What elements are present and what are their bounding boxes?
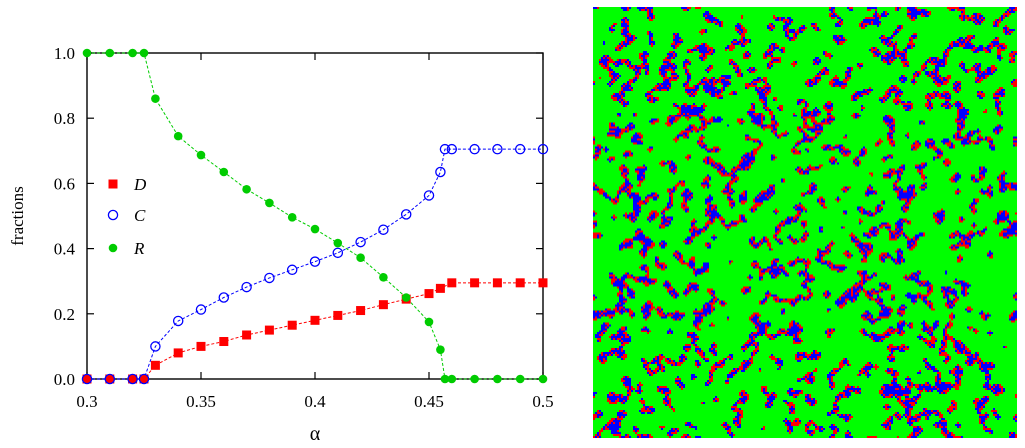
y-tick-label: 0.2 xyxy=(54,305,75,324)
data-point-d xyxy=(287,320,297,330)
x-tick-label: 0.3 xyxy=(76,392,97,411)
data-point-d xyxy=(356,306,366,316)
data-point-r xyxy=(128,48,137,58)
data-point-c xyxy=(423,190,435,201)
data-point-c xyxy=(218,292,230,303)
data-point-r xyxy=(287,213,297,222)
data-point-c xyxy=(81,373,93,385)
data-point-c xyxy=(264,272,275,284)
y-tick-label: 0.4 xyxy=(54,240,76,259)
y-axis-label: fractions xyxy=(8,186,27,245)
legend-marker-r xyxy=(108,243,118,253)
data-point-d xyxy=(242,330,252,340)
data-point-r xyxy=(82,48,92,58)
data-point-r xyxy=(151,94,160,103)
data-point-c xyxy=(469,143,480,155)
x-tick-label: 0.35 xyxy=(186,392,216,411)
data-point-c xyxy=(172,315,184,327)
data-point-c xyxy=(492,143,503,155)
data-point-d xyxy=(470,278,480,288)
data-point-d xyxy=(447,278,457,288)
data-point-r xyxy=(105,48,115,58)
fractions-chart: 0.3 0.35 0.4 0.45 0.5 0.0 0.2 0.4 0.6 0.8 1.0 frac… xyxy=(8,44,554,445)
data-point-r xyxy=(440,374,450,384)
data-point-d xyxy=(139,374,149,384)
data-point-d xyxy=(424,289,434,299)
y-tick-label: 0.6 xyxy=(54,174,75,193)
data-point-d xyxy=(82,374,92,384)
data-point-d xyxy=(128,374,138,384)
y-tick-label: 0.0 xyxy=(54,370,75,389)
data-point-r xyxy=(424,317,434,327)
data-point-c xyxy=(332,247,344,259)
legend-marker-d xyxy=(108,179,118,189)
data-point-r xyxy=(401,293,411,302)
x-tick-label: 0.45 xyxy=(414,392,444,411)
data-point-r xyxy=(310,224,320,234)
data-point-d xyxy=(150,360,160,370)
data-point-c xyxy=(150,341,161,352)
data-point-r xyxy=(173,131,183,141)
data-point-d xyxy=(310,315,320,325)
legend-marker-c xyxy=(107,209,119,221)
series-markers xyxy=(81,48,549,385)
data-point-c xyxy=(400,209,412,220)
data-point-d xyxy=(219,337,229,347)
x-axis-label: α xyxy=(310,423,321,445)
y-tick-label: 1.0 xyxy=(54,44,75,63)
data-point-r xyxy=(470,374,479,384)
data-point-r xyxy=(493,374,502,384)
data-point-d xyxy=(173,348,183,358)
data-point-r xyxy=(333,238,343,248)
legend-label-r: R xyxy=(133,239,145,258)
data-point-d xyxy=(515,278,525,288)
data-point-c xyxy=(439,143,451,155)
legend: DCR xyxy=(107,175,147,258)
data-point-d xyxy=(333,310,343,320)
data-point-r xyxy=(196,150,206,160)
data-point-d xyxy=(196,341,206,351)
data-point-r xyxy=(356,253,365,263)
data-point-c xyxy=(241,281,252,293)
data-point-c xyxy=(138,373,150,385)
data-point-c xyxy=(309,256,321,267)
data-point-r xyxy=(436,345,445,354)
data-point-c xyxy=(286,264,298,276)
data-point-d xyxy=(264,325,274,335)
legend-label-d: D xyxy=(133,175,147,194)
data-point-r xyxy=(139,48,149,58)
legend-label-c: C xyxy=(134,206,146,225)
x-tick-label: 0.5 xyxy=(532,392,553,411)
data-point-c xyxy=(195,304,207,315)
data-point-d xyxy=(105,374,115,384)
data-point-d xyxy=(378,300,388,310)
axis-tick-labels: 0.3 0.35 0.4 0.45 0.5 0.0 0.2 0.4 0.6 0.8 1.0 xyxy=(54,44,554,411)
data-point-d xyxy=(435,283,445,293)
data-point-c xyxy=(435,166,446,178)
data-point-c xyxy=(104,373,116,385)
lattice-snapshot-image xyxy=(593,7,1017,438)
data-point-c xyxy=(378,224,389,235)
data-point-c xyxy=(514,143,526,155)
data-point-r xyxy=(265,198,274,208)
data-point-r xyxy=(242,184,251,194)
data-point-d xyxy=(538,278,548,288)
y-tick-label: 0.8 xyxy=(54,109,75,128)
data-point-d xyxy=(492,278,502,288)
data-point-c xyxy=(537,143,549,155)
series-line-c xyxy=(87,148,543,380)
data-point-c xyxy=(127,373,138,385)
data-point-r xyxy=(447,374,457,384)
data-point-r xyxy=(219,167,229,177)
x-tick-label: 0.4 xyxy=(304,392,326,411)
data-point-c xyxy=(446,143,458,155)
data-point-r xyxy=(515,374,525,384)
data-point-r xyxy=(379,272,388,282)
data-point-c xyxy=(355,236,366,248)
data-point-r xyxy=(538,374,548,384)
